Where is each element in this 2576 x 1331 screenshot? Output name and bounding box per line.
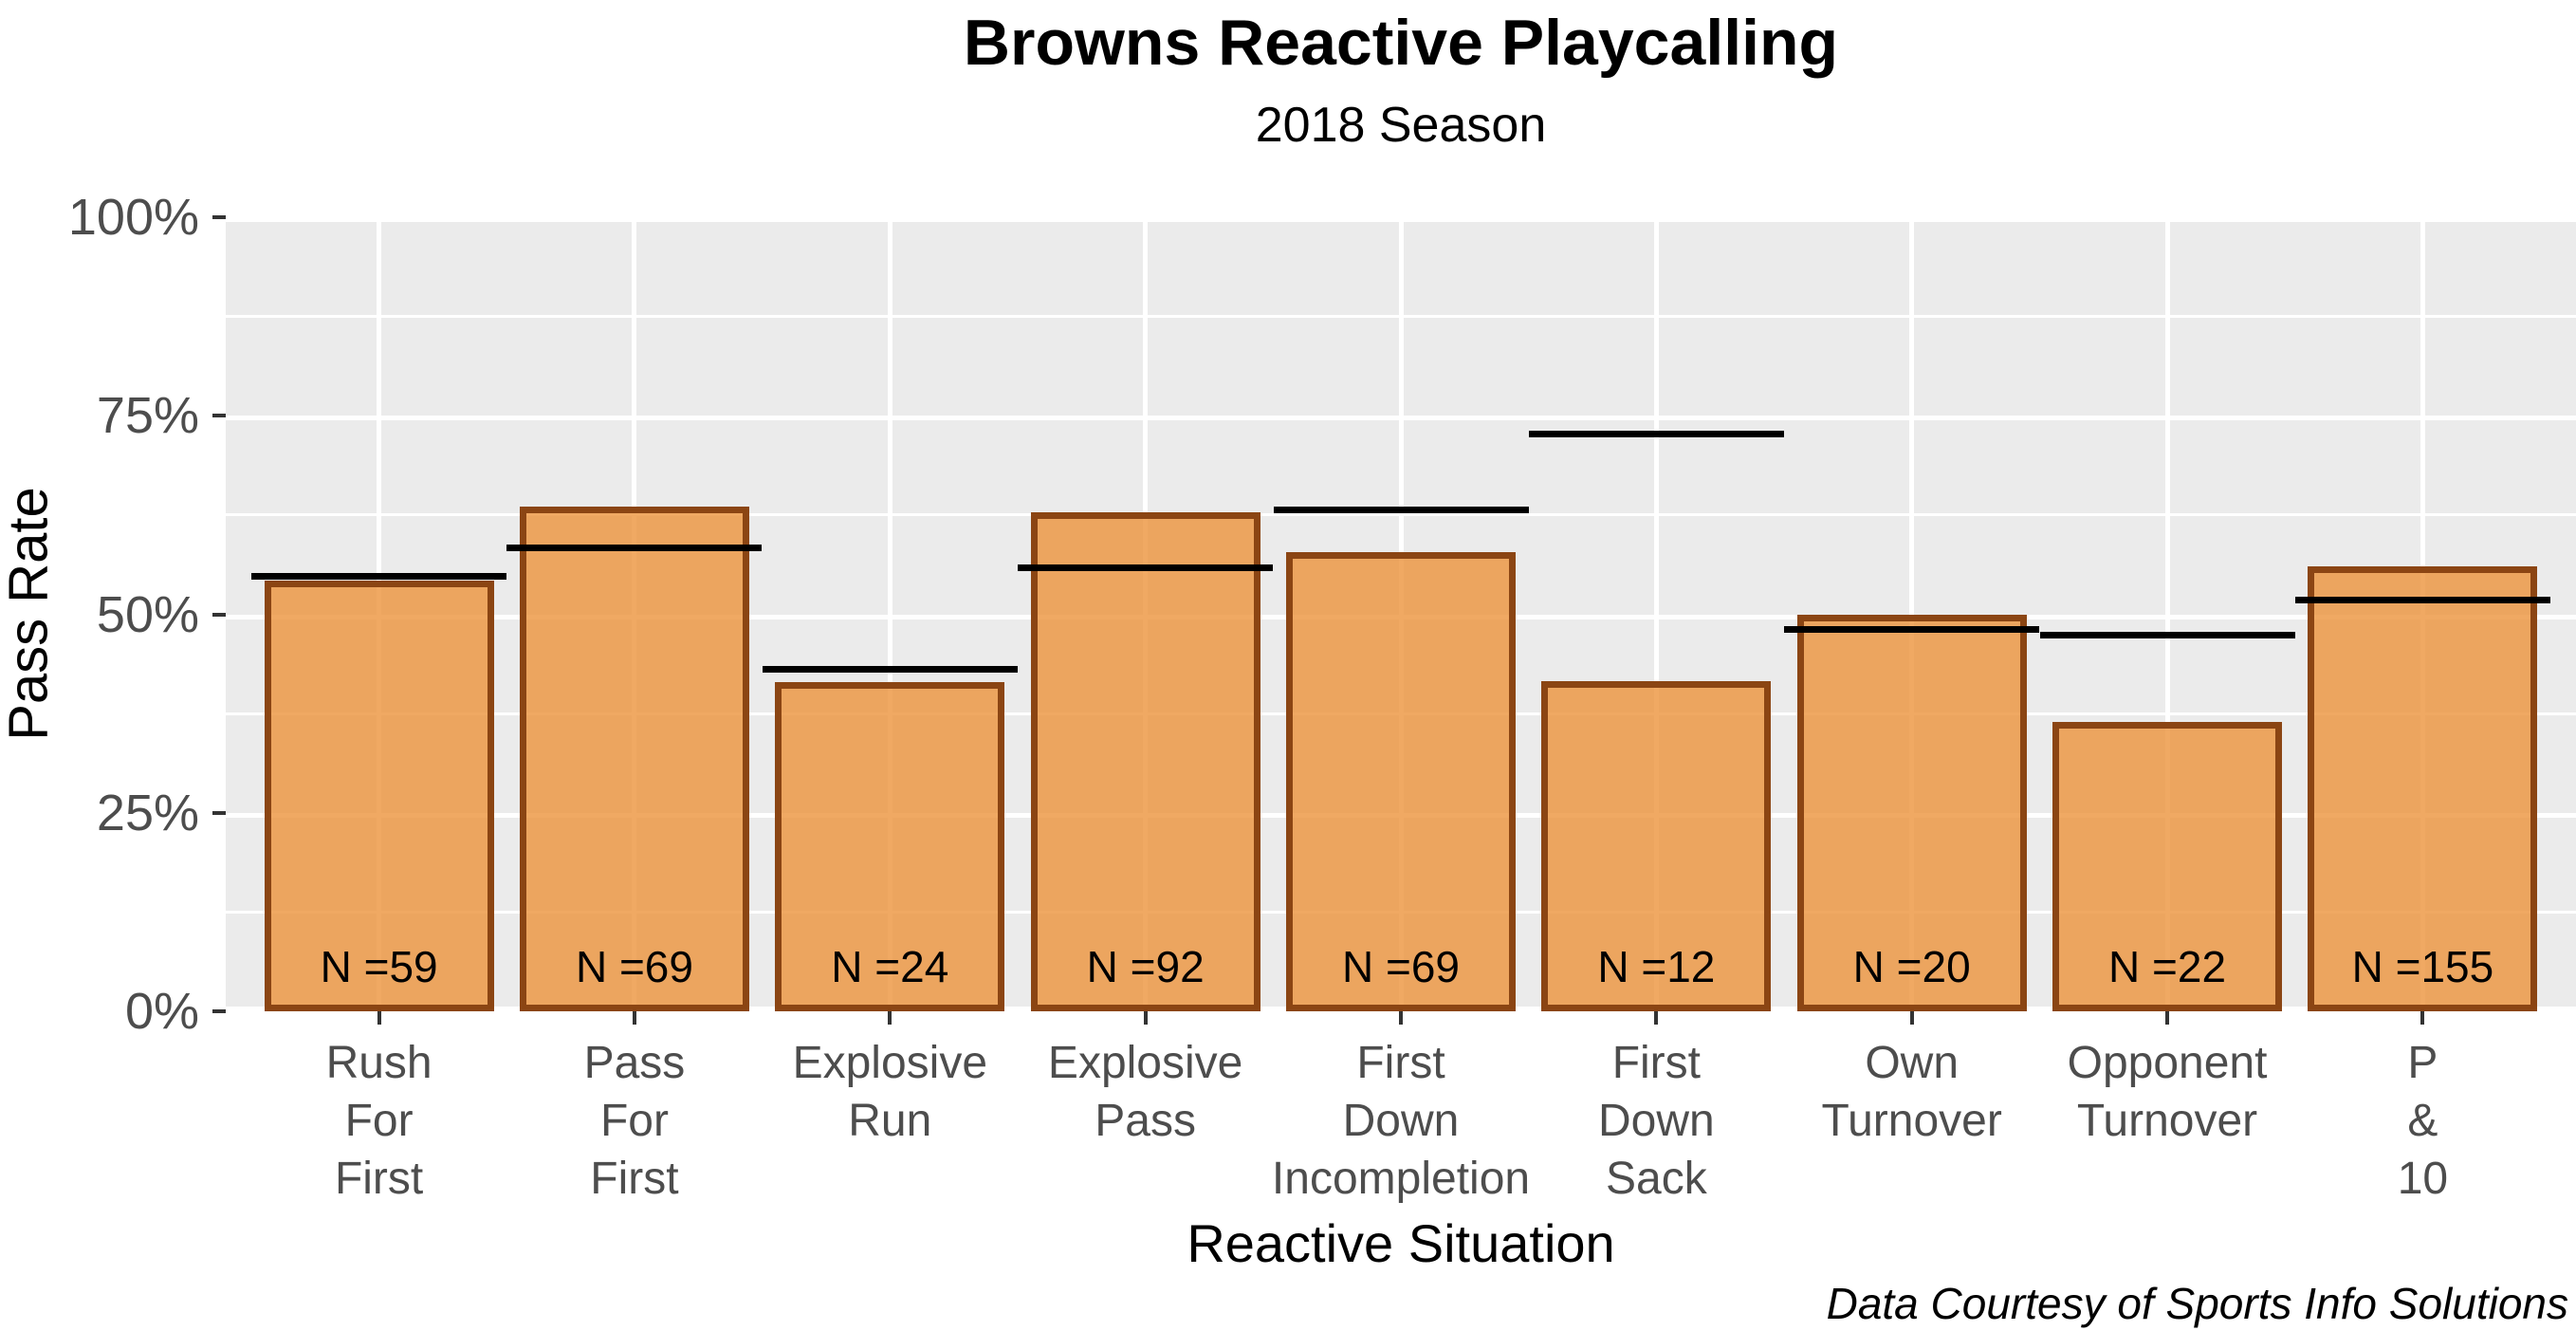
bar xyxy=(1286,552,1516,1011)
bar xyxy=(1541,680,1772,1011)
sample-size-label: N =12 xyxy=(1597,942,1716,991)
x-tick-label: Opponent Turnover xyxy=(2067,1038,2268,1146)
reference-line xyxy=(1528,431,1784,437)
x-axis-title: Reactive Situation xyxy=(1187,1213,1615,1273)
sample-size-label: N =20 xyxy=(1852,942,1971,991)
y-tick-mark xyxy=(212,612,226,617)
x-tick-label: P & 10 xyxy=(2397,1038,2449,1204)
sample-size-label: N =69 xyxy=(575,942,693,991)
x-tick-mark xyxy=(1399,1011,1403,1025)
x-tick-label: Explosive Pass xyxy=(1047,1038,1243,1146)
x-tick-mark xyxy=(1909,1011,1914,1025)
bar xyxy=(1030,512,1260,1011)
bar xyxy=(1796,614,2027,1011)
vertical-gridline xyxy=(2164,217,2170,1011)
y-tick-label: 25% xyxy=(96,784,199,841)
chart-subtitle: 2018 Season xyxy=(1255,98,1547,153)
vertical-gridline xyxy=(1653,217,1659,1011)
y-tick-mark xyxy=(212,215,226,219)
x-tick-mark xyxy=(2165,1011,2170,1025)
sample-size-label: N =69 xyxy=(1341,942,1461,991)
y-tick-label: 75% xyxy=(96,387,199,445)
x-tick-label: First Down Incompletion xyxy=(1271,1038,1531,1204)
vertical-gridline xyxy=(887,217,892,1011)
chart-title: Browns Reactive Playcalling xyxy=(963,7,1839,79)
sample-size-label: N =22 xyxy=(2108,942,2227,991)
x-tick-mark xyxy=(1654,1011,1659,1025)
reference-line xyxy=(506,544,763,551)
reference-line xyxy=(1784,625,2040,633)
x-tick-mark xyxy=(377,1011,381,1025)
reference-line xyxy=(762,665,1018,673)
bar xyxy=(2052,721,2283,1011)
x-tick-label: Explosive Run xyxy=(792,1038,988,1146)
y-tick-label: 0% xyxy=(124,983,199,1040)
x-tick-mark xyxy=(1143,1011,1148,1025)
x-tick-label: Own Turnover xyxy=(1821,1038,2002,1146)
y-tick-label: 100% xyxy=(67,189,199,246)
y-tick-label: 50% xyxy=(96,585,199,643)
reference-line xyxy=(1018,564,1274,572)
y-tick-mark xyxy=(212,1009,226,1013)
x-tick-mark xyxy=(888,1011,892,1025)
y-tick-mark xyxy=(212,414,226,418)
sample-size-label: N =155 xyxy=(2351,942,2494,991)
plot-panel: N =59 N =69 N =24 N =92 N =69 N =12 N =20 N =22… xyxy=(226,217,2576,1011)
bar xyxy=(264,581,494,1011)
y-tick-mark xyxy=(212,810,226,815)
reference-line xyxy=(2294,596,2550,603)
x-tick-mark xyxy=(632,1011,636,1025)
sample-size-label: N =59 xyxy=(320,942,438,991)
x-tick-label: First Down Sack xyxy=(1597,1038,1715,1204)
reference-line xyxy=(251,572,507,580)
sample-size-label: N =24 xyxy=(831,942,949,991)
bar xyxy=(2308,566,2538,1011)
x-tick-label: Rush For First xyxy=(325,1038,432,1204)
bar xyxy=(775,681,1005,1011)
reference-line xyxy=(1273,506,1529,513)
bar xyxy=(519,506,749,1011)
sample-size-label: N =92 xyxy=(1086,942,1205,991)
x-tick-label: Pass For First xyxy=(583,1038,686,1204)
chart-caption: Data Courtesy of Sports Info Solutions xyxy=(1826,1279,2568,1328)
reference-line xyxy=(2039,631,2295,638)
x-tick-mark xyxy=(2420,1011,2425,1025)
